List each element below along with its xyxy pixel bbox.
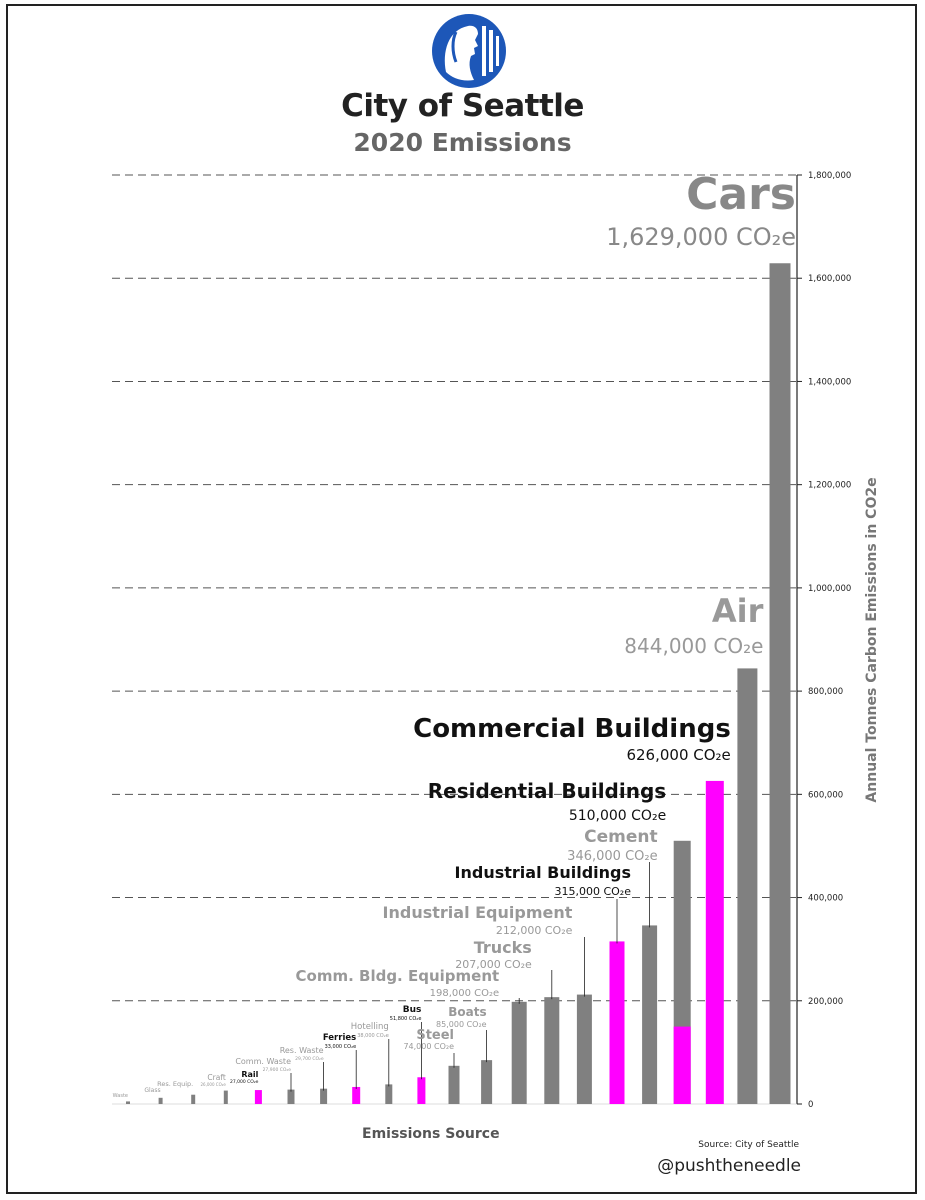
label-industrial-buildings: Industrial Buildings [455, 863, 631, 882]
label-cement: Cement [584, 827, 657, 847]
label-comm-waste: Comm. Waste [235, 1057, 291, 1066]
city-seal-logo [432, 14, 506, 88]
bar-res-equip- [191, 1094, 196, 1104]
value-industrial-buildings: 315,000 CO₂e [554, 885, 631, 898]
bar-trucks [544, 997, 560, 1104]
page-subtitle: 2020 Emissions [353, 128, 572, 157]
bar-rail [254, 1090, 262, 1104]
chart-frame [6, 4, 917, 1194]
label-res-waste: Res. Waste [280, 1046, 324, 1055]
bar-waste [126, 1101, 130, 1104]
label-craft: Craft [207, 1073, 225, 1082]
bar-steel [448, 1065, 460, 1104]
label-glass: Glass [144, 1087, 160, 1094]
value-cars: 1,629,000 CO₂e [606, 223, 796, 251]
value-trucks: 207,000 CO₂e [455, 958, 532, 971]
label-waste: Waste [113, 1093, 128, 1099]
label-rail: Rail [241, 1070, 258, 1079]
y-tick-label: 1,000,000 [808, 584, 851, 594]
bar-cars [769, 263, 791, 1104]
y-tick-label: 1,600,000 [808, 274, 851, 284]
value-cement: 346,000 CO₂e [567, 849, 657, 864]
bar-craft [223, 1090, 228, 1104]
label-res-equip-: Res. Equip. [157, 1080, 193, 1088]
value-craft: 26,000 CO₂e [201, 1082, 227, 1087]
bar-cement [642, 925, 658, 1104]
value-hotelling: 38,000 CO₂e [357, 1033, 389, 1039]
value-air: 844,000 CO₂e [624, 634, 763, 658]
author-handle: @pushtheneedle [657, 1156, 801, 1176]
bar-ferries [352, 1086, 361, 1104]
y-axis-label: Annual Tonnes Carbon Emissions in CO2e [864, 477, 880, 802]
label-comm-bldg-equipment: Comm. Bldg. Equipment [296, 967, 500, 985]
label-steel: Steel [416, 1028, 454, 1043]
y-tick-label: 1,800,000 [808, 171, 851, 181]
bar-air [737, 668, 758, 1104]
y-tick-label: 1,400,000 [808, 377, 851, 387]
label-residential-buildings: Residential Buildings [428, 779, 666, 803]
label-bus: Bus [403, 1005, 422, 1015]
bar-res-waste [320, 1088, 328, 1104]
value-residential-buildings: 510,000 CO₂e [569, 808, 666, 824]
y-tick-label: 1,200,000 [808, 481, 851, 491]
value-ferries: 33,000 CO₂e [325, 1044, 357, 1050]
value-bus: 51,800 CO₂e [390, 1016, 422, 1022]
value-commercial-buildings: 626,000 CO₂e [626, 746, 730, 764]
y-tick-label: 0 [808, 1100, 813, 1110]
y-tick-label: 400,000 [808, 894, 843, 904]
label-industrial-equipment: Industrial Equipment [383, 903, 573, 922]
bar-commercial-buildings [705, 780, 724, 1104]
value-industrial-equipment: 212,000 CO₂e [496, 924, 573, 937]
value-rail: 27,000 CO₂e [230, 1079, 259, 1085]
label-trucks: Trucks [474, 938, 532, 957]
bar-bus [417, 1077, 426, 1104]
bar-comm-waste [287, 1089, 295, 1104]
value-steel: 74,000 CO₂e [403, 1042, 454, 1051]
page-title: City of Seattle [341, 88, 584, 124]
bar-industrial-buildings [609, 941, 625, 1104]
label-boats: Boats [448, 1005, 486, 1019]
bar-boats [481, 1060, 493, 1104]
bar-glass [158, 1097, 163, 1104]
value-res-waste: 29,700 CO₂e [295, 1056, 324, 1062]
label-ferries: Ferries [323, 1033, 356, 1043]
value-comm-waste: 27,900 CO₂e [263, 1067, 292, 1073]
bar-residential-magenta-segment [673, 1026, 691, 1104]
y-tick-label: 200,000 [808, 997, 843, 1007]
bar-industrial-equipment [576, 994, 592, 1104]
value-comm-bldg-equipment: 198,000 CO₂e [430, 988, 500, 999]
y-tick-label: 800,000 [808, 687, 843, 697]
label-air: Air [712, 592, 764, 630]
bar-comm-bldg-equipment [511, 1001, 527, 1104]
bar-hotelling [385, 1084, 393, 1104]
source-note: Source: City of Seattle [698, 1140, 799, 1150]
label-commercial-buildings: Commercial Buildings [413, 714, 731, 744]
label-hotelling: Hotelling [351, 1022, 389, 1032]
y-tick-label: 600,000 [808, 790, 843, 800]
value-boats: 85,000 CO₂e [436, 1020, 487, 1029]
label-cars: Cars [686, 169, 796, 220]
x-axis-label: Emissions Source [362, 1126, 500, 1142]
